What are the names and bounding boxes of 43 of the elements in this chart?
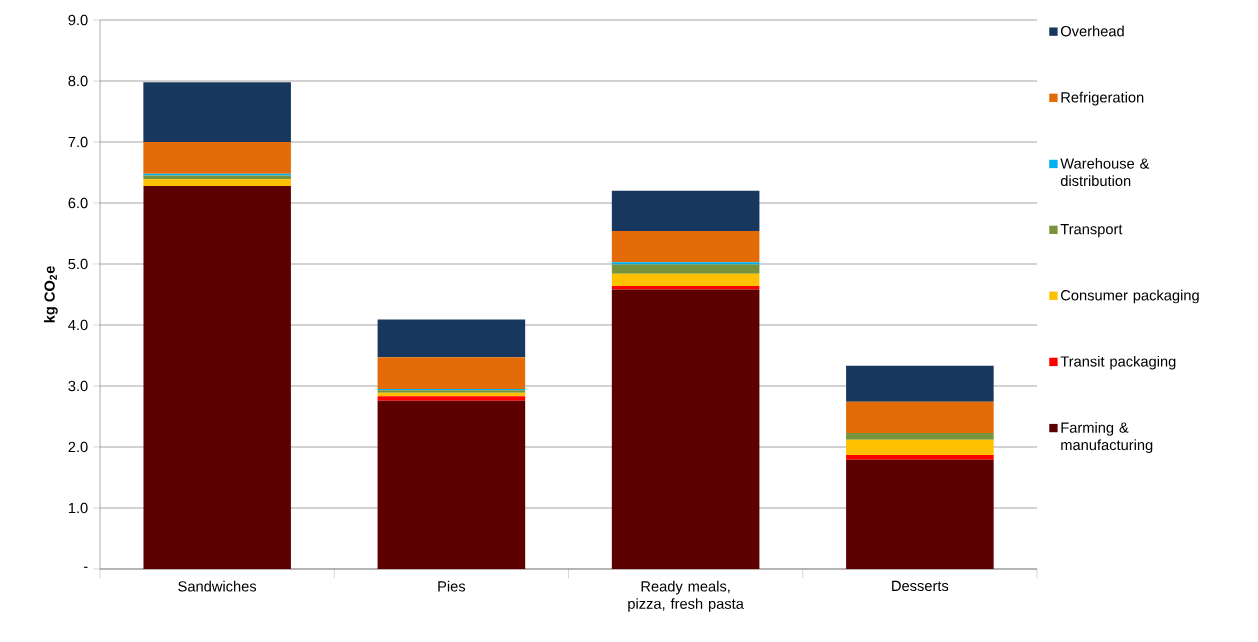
bar — [143, 82, 291, 142]
bar — [611, 231, 760, 263]
legend-label: Transit packaging — [1060, 355, 1176, 370]
bar — [846, 459, 994, 569]
bar — [611, 262, 760, 265]
bar — [611, 285, 760, 290]
bar — [611, 190, 760, 232]
x-tick-label: Desserts — [892, 580, 949, 592]
bar — [377, 319, 526, 358]
x-tick-label: Ready meals, pizza, fresh pasta — [628, 580, 744, 612]
bar — [143, 142, 291, 174]
legend-label: Overhead — [1060, 25, 1124, 37]
bar — [611, 264, 760, 274]
y-tick-label: 6.0 — [68, 197, 88, 209]
legend-label: Transport — [1060, 224, 1123, 238]
bar — [377, 357, 526, 390]
y-tick-label: 5.0 — [68, 258, 88, 270]
bar — [846, 439, 994, 455]
bar — [611, 273, 760, 286]
y-tick-label: 2.0 — [68, 441, 88, 453]
x-tick-label: Pies — [438, 580, 466, 592]
bar — [846, 401, 994, 433]
bar — [377, 396, 526, 401]
bar — [143, 185, 291, 569]
legend-label: Refrigeration — [1061, 91, 1144, 106]
legend-label: Consumer packaging — [1061, 289, 1199, 304]
bar — [377, 400, 526, 569]
y-tick-label: - — [83, 566, 88, 568]
y-tick-label: 3.0 — [68, 380, 88, 392]
y-tick-label: 4.0 — [68, 319, 88, 331]
bar — [846, 365, 994, 402]
bar — [143, 179, 291, 186]
legend-label: Warehouse & distribution — [1060, 157, 1150, 187]
bar — [846, 454, 994, 460]
y-tick-label: 7.0 — [68, 136, 88, 148]
y-tick-label: 8.0 — [68, 75, 88, 87]
x-tick-label: Sandwiches — [178, 580, 257, 592]
bar — [611, 289, 760, 569]
y-tick-label: 1.0 — [68, 502, 88, 514]
y-tick-label: 9.0 — [68, 14, 88, 26]
legend-label: Farming & manufacturing — [1061, 422, 1153, 454]
text: kg CO$_{2}$e — [44, 266, 58, 323]
bar — [846, 432, 994, 440]
